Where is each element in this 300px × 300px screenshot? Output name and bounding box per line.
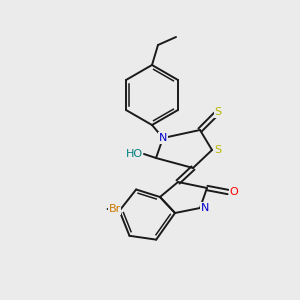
Text: N: N	[159, 133, 167, 143]
Text: S: S	[214, 145, 222, 155]
Text: S: S	[214, 107, 222, 117]
Text: Br: Br	[108, 204, 121, 214]
Text: HO: HO	[125, 149, 142, 159]
Text: N: N	[201, 203, 209, 213]
Text: O: O	[230, 187, 238, 197]
